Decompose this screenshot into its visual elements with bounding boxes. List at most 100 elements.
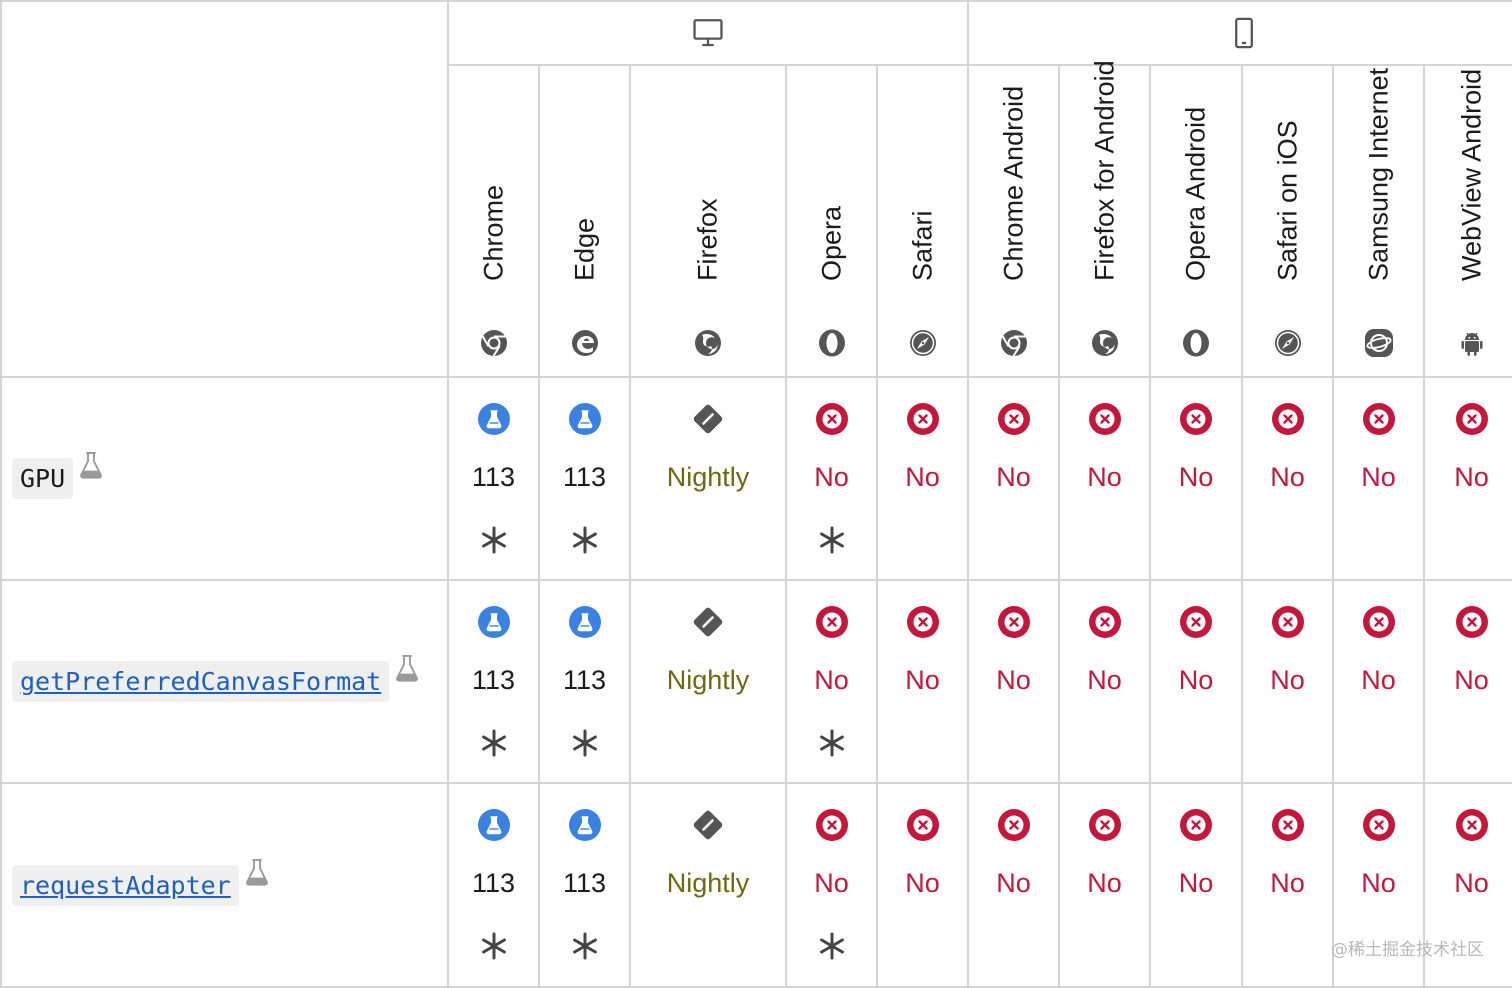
support-cell-opera[interactable]: No bbox=[785, 579, 878, 784]
browser-header-samsung-internet: Samsung Internet bbox=[1332, 64, 1426, 378]
support-version: No bbox=[1087, 462, 1122, 492]
support-cell-inner: Nightly bbox=[631, 378, 785, 577]
browser-header-inner: WebView Android bbox=[1425, 66, 1512, 376]
browser-name: Samsung Internet bbox=[1363, 67, 1394, 281]
support-cell-safari-ios[interactable]: No bbox=[1241, 782, 1335, 988]
no-support-icon bbox=[1362, 808, 1396, 842]
browser-header-firefox: Firefox bbox=[629, 64, 787, 378]
support-cell-safari[interactable]: No bbox=[875, 782, 970, 988]
support-cell-inner: No bbox=[1334, 581, 1423, 780]
support-cell-firefox-android[interactable]: No bbox=[1058, 376, 1152, 581]
browser-header-chrome: Chrome bbox=[447, 64, 540, 378]
opera-icon bbox=[1181, 328, 1211, 358]
support-version: No bbox=[1361, 665, 1396, 695]
support-cell-inner: Nightly bbox=[631, 784, 785, 983]
support-cell-webview-android[interactable]: No bbox=[1423, 579, 1512, 784]
note-asterisk-icon bbox=[818, 932, 846, 960]
safari-icon bbox=[908, 328, 938, 358]
support-cell-inner: No bbox=[1334, 784, 1423, 983]
note-asterisk-icon bbox=[480, 526, 508, 554]
support-cell-inner: No bbox=[1060, 581, 1149, 780]
support-cell-chrome[interactable]: 113 bbox=[447, 579, 540, 784]
experimental-flask-icon[interactable] bbox=[77, 450, 105, 487]
support-cell-firefox[interactable]: Nightly bbox=[629, 579, 787, 784]
support-cell-inner: No bbox=[787, 378, 876, 577]
feature-row: requestAdapter 113 113 Nightly No No No No No No N… bbox=[0, 782, 1512, 988]
no-support-icon bbox=[1455, 402, 1489, 436]
support-cell-inner: No bbox=[878, 784, 967, 983]
browser-header-safari: Safari bbox=[875, 64, 970, 378]
support-cell-chrome-android[interactable]: No bbox=[967, 376, 1061, 581]
experimental-flask-icon[interactable] bbox=[393, 653, 421, 690]
feature-link[interactable]: requestAdapter bbox=[12, 864, 239, 906]
experimental-flask-icon[interactable] bbox=[243, 857, 271, 894]
support-cell-inner: 113 bbox=[449, 378, 538, 577]
no-support-icon bbox=[906, 605, 940, 639]
support-cell-firefox-android[interactable]: No bbox=[1058, 579, 1152, 784]
flask-icon bbox=[477, 605, 511, 639]
browser-name: Firefox for Android bbox=[1089, 60, 1120, 281]
support-cell-chrome[interactable]: 113 bbox=[447, 782, 540, 988]
support-cell-opera-android[interactable]: No bbox=[1149, 376, 1244, 581]
platform-desktop bbox=[446, 0, 970, 66]
browser-name: Edge bbox=[569, 217, 599, 281]
support-cell-firefox-android[interactable]: No bbox=[1058, 782, 1152, 988]
support-cell-samsung-internet[interactable]: No bbox=[1332, 376, 1426, 581]
feature-row: GPU 113 113 Nightly No No No No No No No No bbox=[0, 376, 1512, 581]
support-cell-edge[interactable]: 113 bbox=[538, 376, 631, 581]
support-cell-opera[interactable]: No bbox=[785, 376, 878, 581]
support-cell-webview-android[interactable]: No bbox=[1423, 782, 1512, 988]
support-cell-chrome-android[interactable]: No bbox=[967, 782, 1061, 988]
support-cell-inner: No bbox=[1060, 378, 1149, 577]
support-cell-opera[interactable]: No bbox=[785, 782, 878, 988]
no-support-icon bbox=[1088, 402, 1122, 436]
browser-name: Safari on iOS bbox=[1272, 120, 1303, 281]
flask-icon bbox=[568, 605, 602, 639]
support-version: 113 bbox=[471, 665, 516, 695]
no-support-icon bbox=[1088, 605, 1122, 639]
browser-header-webview-android: WebView Android bbox=[1423, 64, 1512, 378]
support-cell-opera-android[interactable]: No bbox=[1149, 782, 1244, 988]
support-version: No bbox=[814, 868, 849, 898]
support-version: No bbox=[1270, 665, 1305, 695]
feature-link[interactable]: getPreferredCanvasFormat bbox=[12, 661, 390, 702]
support-cell-inner: No bbox=[1060, 784, 1149, 983]
support-version: 113 bbox=[562, 868, 607, 898]
support-cell-opera-android[interactable]: No bbox=[1149, 579, 1244, 784]
support-cell-samsung-internet[interactable]: No bbox=[1332, 782, 1426, 988]
note-asterisk-icon bbox=[480, 932, 508, 960]
browser-name: Chrome bbox=[478, 184, 508, 281]
support-cell-safari[interactable]: No bbox=[875, 376, 970, 581]
no-support-icon bbox=[815, 808, 849, 842]
no-support-icon bbox=[906, 402, 940, 436]
support-cell-chrome-android[interactable]: No bbox=[967, 579, 1061, 784]
support-cell-edge[interactable]: 113 bbox=[538, 782, 631, 988]
support-cell-firefox[interactable]: Nightly bbox=[629, 782, 787, 988]
support-cell-edge[interactable]: 113 bbox=[538, 579, 631, 784]
support-version: No bbox=[1270, 462, 1305, 492]
support-cell-inner: No bbox=[787, 784, 876, 983]
note-asterisk-icon bbox=[480, 729, 508, 757]
note-asterisk-icon bbox=[571, 729, 599, 757]
support-version: No bbox=[814, 665, 849, 695]
support-cell-safari-ios[interactable]: No bbox=[1241, 579, 1335, 784]
feature-name-cell: getPreferredCanvasFormat bbox=[0, 579, 449, 784]
no-support-icon bbox=[1271, 402, 1305, 436]
support-version: Nightly bbox=[666, 868, 750, 898]
nightly-icon bbox=[691, 402, 725, 436]
support-cell-samsung-internet[interactable]: No bbox=[1332, 579, 1426, 784]
support-cell-firefox[interactable]: Nightly bbox=[629, 376, 787, 581]
no-support-icon bbox=[1088, 808, 1122, 842]
support-cell-chrome[interactable]: 113 bbox=[447, 376, 540, 581]
support-cell-inner: 113 bbox=[540, 581, 629, 780]
support-cell-safari[interactable]: No bbox=[875, 579, 970, 784]
support-cell-webview-android[interactable]: No bbox=[1423, 376, 1512, 581]
browser-header-firefox-android: Firefox for Android bbox=[1058, 60, 1152, 378]
feature-name: GPU bbox=[12, 458, 74, 499]
support-cell-inner: No bbox=[1425, 784, 1512, 983]
browser-name: Opera Android bbox=[1180, 106, 1211, 281]
no-support-icon bbox=[1362, 402, 1396, 436]
support-version: Nightly bbox=[666, 665, 750, 695]
support-cell-safari-ios[interactable]: No bbox=[1241, 376, 1335, 581]
feature-rows: GPU 113 113 Nightly No No No No No No No No getPrefe… bbox=[0, 376, 1512, 988]
